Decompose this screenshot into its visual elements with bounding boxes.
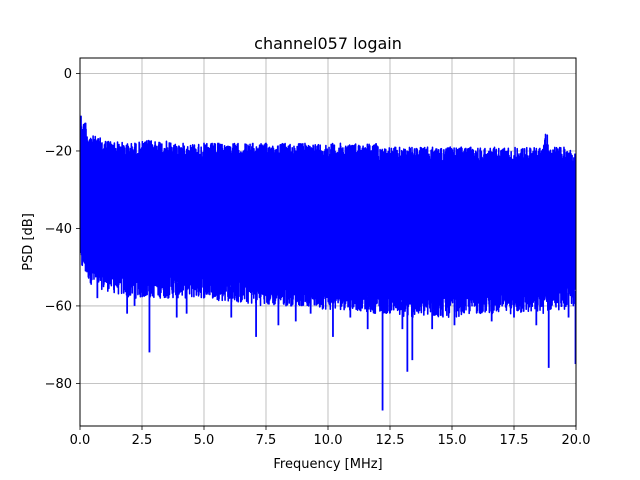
x-tick-label-8: 20.0 <box>562 433 591 448</box>
x-axis: 0.0 2.5 5.0 7.5 10.0 12.5 15.0 17.5 20.0 <box>70 426 591 448</box>
y-tick-label-1: −20 <box>45 144 72 159</box>
x-tick-label-4: 10.0 <box>314 433 343 448</box>
x-axis-label: Frequency [MHz] <box>273 457 382 472</box>
y-tick-label-3: −60 <box>45 299 72 314</box>
y-axis: 0 −20 −40 −60 −80 <box>45 67 80 392</box>
x-tick-label-1: 2.5 <box>132 433 153 448</box>
series-0-core <box>80 131 576 287</box>
y-axis-label: PSD [dB] <box>21 213 36 271</box>
x-tick-label-5: 12.5 <box>376 433 405 448</box>
y-tick-label-2: −40 <box>45 222 72 237</box>
x-tick-label-0: 0.0 <box>70 433 91 448</box>
x-tick-label-6: 15.0 <box>438 433 467 448</box>
chart-title: channel057 logain <box>254 34 402 53</box>
plot-content <box>80 115 576 411</box>
y-tick-label-0: 0 <box>64 67 72 82</box>
x-tick-label-2: 5.0 <box>194 433 215 448</box>
x-tick-label-7: 17.5 <box>500 433 529 448</box>
y-tick-label-4: −80 <box>45 377 72 392</box>
x-tick-label-3: 7.5 <box>256 433 277 448</box>
